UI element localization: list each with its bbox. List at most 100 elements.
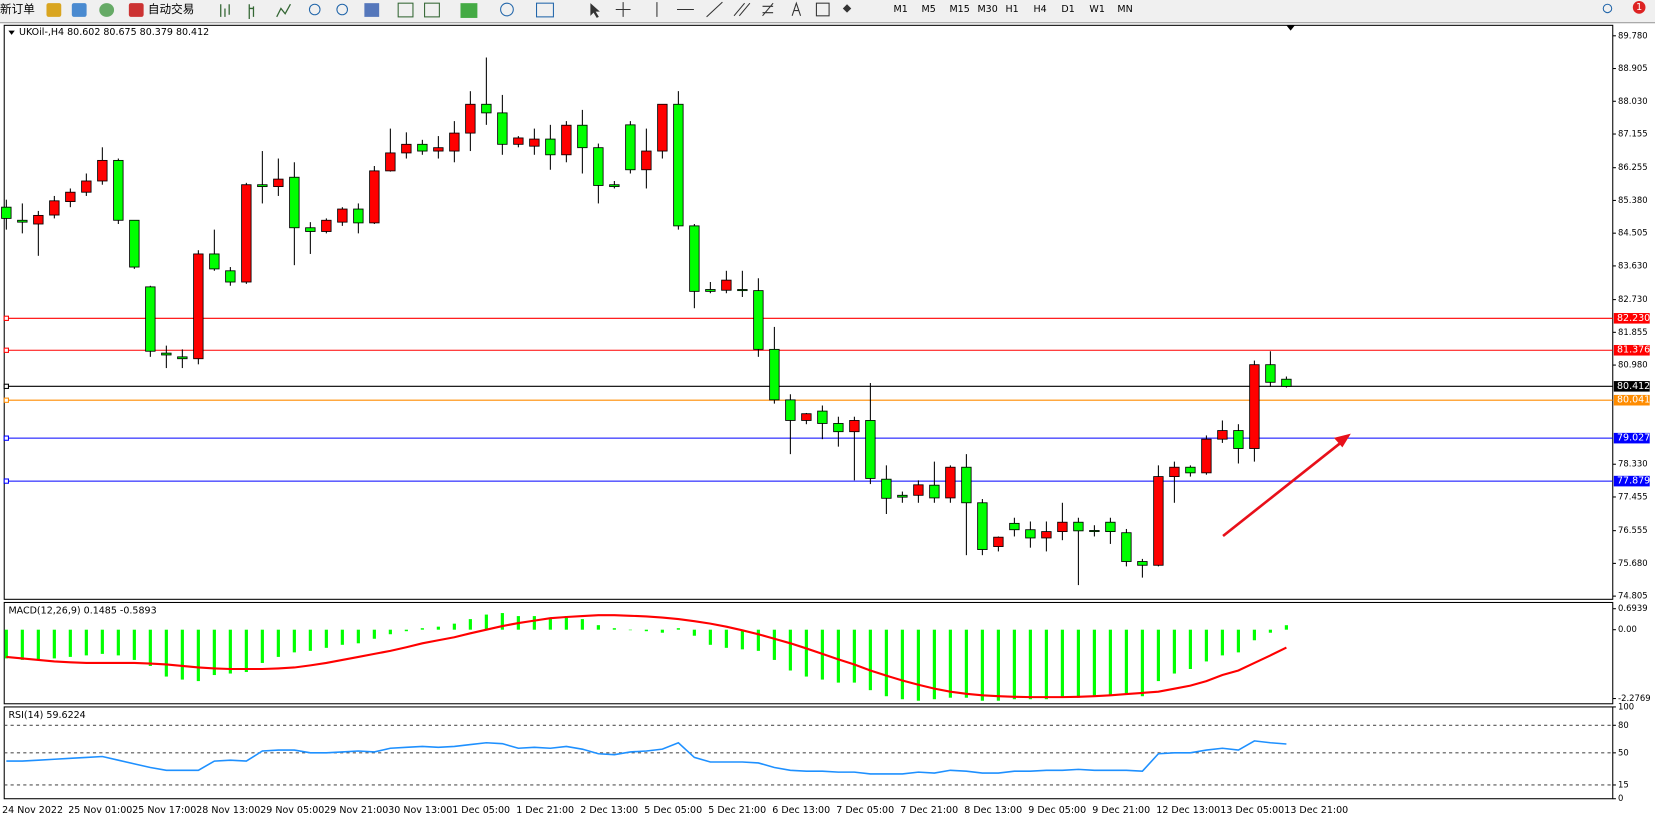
timeframe-button[interactable]: H4 [1033, 4, 1046, 15]
histogram-bar [692, 629, 696, 636]
x-tick-label: 25 Nov 01:00 [68, 805, 132, 816]
channel-tool[interactable] [733, 2, 751, 17]
badge-count: 1 [1636, 2, 1642, 13]
new-order-button[interactable]: 新订单 [0, 2, 35, 16]
header-marker [8, 30, 15, 35]
candle-body [65, 191, 76, 202]
shift-icon[interactable] [397, 2, 414, 18]
label-tool[interactable] [815, 2, 830, 17]
cursor-tool[interactable] [590, 3, 600, 18]
candle-body [289, 176, 300, 229]
x-tick-label: 1 Dec 05:00 [452, 805, 510, 816]
candle-body [241, 184, 252, 283]
timeframe-button[interactable]: M5 [921, 4, 935, 15]
icon[interactable] [99, 3, 115, 17]
timeframe-button[interactable]: M30 [977, 4, 997, 15]
y-tick-label: 0.6939 [1618, 603, 1648, 613]
candle-body [321, 219, 332, 232]
histogram-bar [244, 629, 248, 673]
x-tick-label: 9 Dec 05:00 [1028, 805, 1086, 816]
candle-body [1105, 521, 1116, 533]
crosshair-tool[interactable] [615, 2, 631, 17]
histogram-bar [1268, 629, 1272, 633]
macd-pane [3, 601, 1614, 705]
candle-body [1249, 364, 1260, 449]
search-icon[interactable] [1602, 3, 1613, 14]
candle-body [209, 253, 220, 270]
candle-body [929, 484, 940, 499]
histogram-bar [1156, 629, 1160, 682]
templates-icon[interactable] [536, 2, 554, 18]
x-tick-label: 7 Dec 05:00 [836, 805, 894, 816]
line-chart-icon[interactable] [276, 3, 291, 18]
level-label-bg [1613, 344, 1650, 356]
autotrade-button[interactable]: 自动交易 [148, 2, 194, 16]
histogram-bar [660, 629, 664, 633]
text-tool[interactable] [791, 1, 802, 16]
trendline-tool[interactable] [706, 1, 723, 18]
candle-body [849, 420, 860, 433]
zoom-in[interactable] [308, 3, 321, 16]
indicators-icon[interactable] [460, 3, 478, 18]
autotrade-icon[interactable] [128, 3, 144, 17]
histogram-bar [436, 626, 440, 630]
level-label-bg [1613, 313, 1650, 324]
timeframe-button[interactable]: W1 [1089, 4, 1104, 15]
timeframe-button[interactable]: D1 [1061, 4, 1074, 15]
x-tick-label: 6 Dec 13:00 [772, 805, 830, 816]
y-tick-label: 74.805 [1618, 591, 1648, 601]
histogram-bar [932, 629, 936, 700]
y-tick-label: 80 [1618, 720, 1629, 730]
candle-body [625, 124, 636, 171]
tile-icon[interactable] [364, 3, 380, 17]
candle-body [673, 103, 684, 227]
autoscroll-icon[interactable] [424, 2, 440, 18]
candle-body [465, 103, 476, 134]
histogram-bar [276, 629, 280, 657]
candle-body [705, 289, 716, 292]
histogram-bar [180, 629, 184, 680]
y-tick-label: 89.780 [1618, 30, 1648, 40]
x-tick-label: 7 Dec 21:00 [900, 805, 958, 816]
histogram-bar [1108, 629, 1112, 695]
histogram-bar [468, 619, 472, 630]
y-tick-label: 15 [1618, 779, 1629, 789]
histogram-bar [388, 629, 392, 635]
timeframe-button[interactable]: H1 [1005, 4, 1018, 15]
histogram-bar [1204, 629, 1208, 662]
x-tick-label: 13 Dec 05:00 [1220, 805, 1284, 816]
timeframe-button[interactable]: M15 [949, 4, 969, 15]
histogram-bar [996, 629, 1000, 701]
y-tick-label: 83.630 [1618, 260, 1648, 270]
notification-badge[interactable] [1632, 1, 1646, 14]
bar-chart-icon[interactable] [220, 4, 230, 17]
histogram-bar [404, 629, 408, 632]
candle-body [433, 147, 444, 152]
icon[interactable] [46, 3, 62, 17]
candle-body [881, 478, 892, 499]
candle-icon[interactable] [248, 4, 255, 19]
candle-body [1, 206, 12, 219]
timeframe-button[interactable]: M1 [894, 4, 908, 15]
y-tick-label: 75.680 [1618, 558, 1648, 568]
histogram-bar [36, 629, 40, 660]
zoom-out[interactable] [336, 3, 349, 16]
plot: 89.780 88.905 88.030 87.155 86.255 85.380 84.5… [1, 30, 1651, 816]
timeframe-button[interactable]: MN [1117, 4, 1132, 15]
fibo-tool[interactable] [762, 2, 774, 17]
candle-body [1057, 521, 1068, 533]
candle-body [1073, 521, 1084, 532]
candle-body [577, 124, 588, 149]
histogram-bar [484, 614, 488, 630]
histogram-bar [564, 616, 568, 630]
histogram-bar [1252, 629, 1256, 641]
histogram-bar [1284, 625, 1288, 630]
periods-icon[interactable] [500, 2, 514, 17]
candle-body [737, 289, 748, 292]
x-tick-label: 28 Nov 13:00 [196, 805, 260, 816]
toolbar-bg [0, 0, 1655, 24]
candle-body [113, 159, 124, 221]
histogram-bar [1092, 629, 1096, 697]
candle-body [689, 225, 700, 292]
icon[interactable] [71, 3, 87, 17]
